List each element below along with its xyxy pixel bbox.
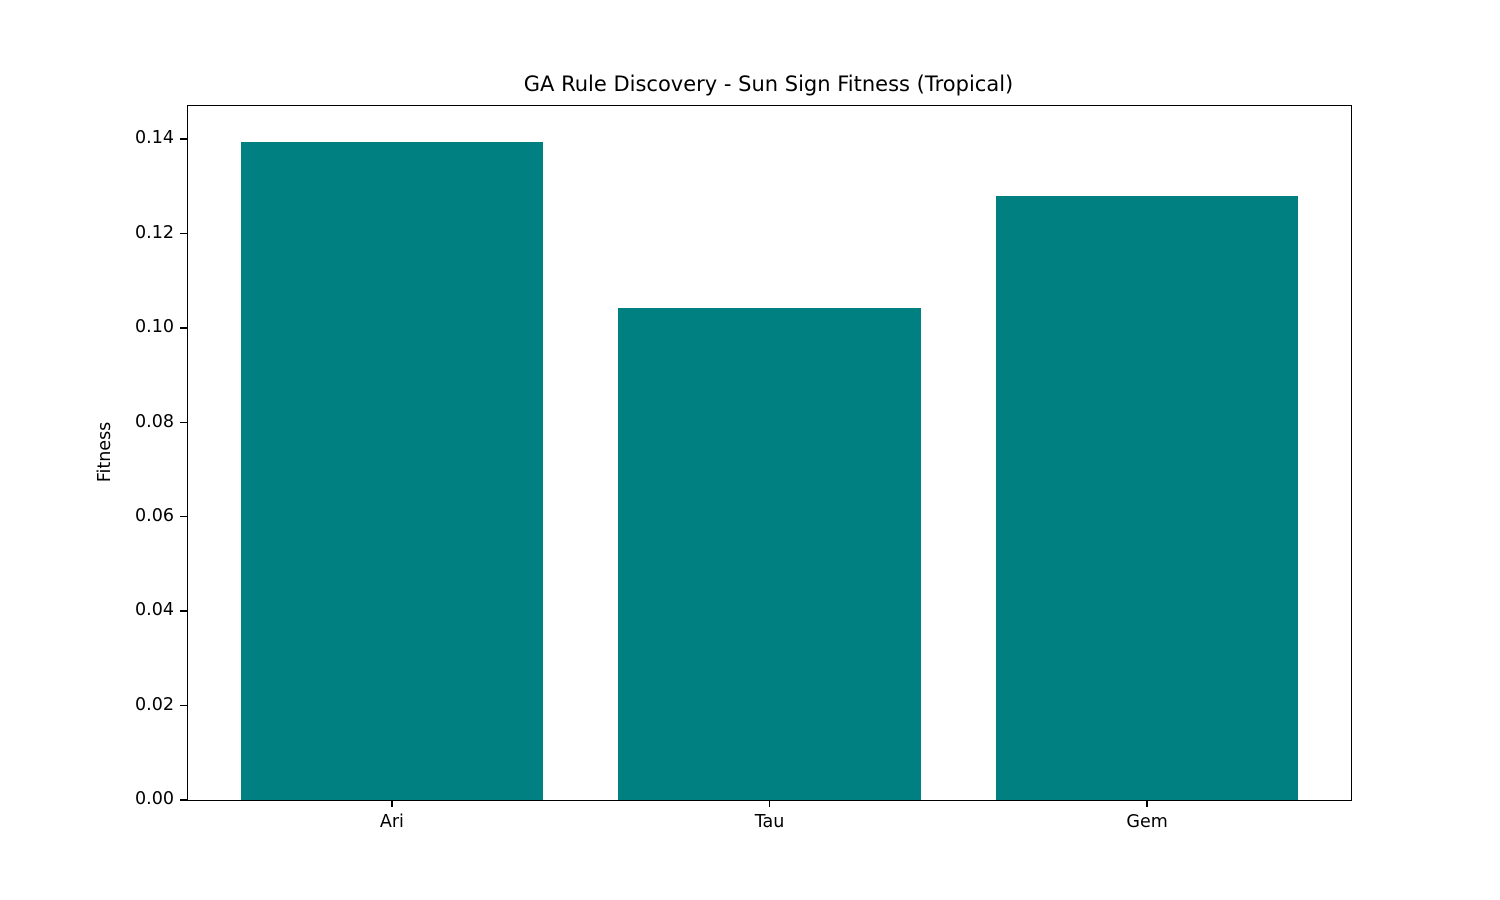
y-tick-mark xyxy=(179,138,187,140)
bar-tau xyxy=(618,307,921,800)
y-tick-mark xyxy=(179,704,187,707)
bar-gem xyxy=(996,196,1299,800)
y-tick-label: 0.02 xyxy=(135,694,174,715)
y-tick-label: 0.14 xyxy=(135,128,174,149)
y-tick-mark xyxy=(179,232,187,235)
y-tick-label: 0.10 xyxy=(135,317,174,338)
plot-area: 0.00 0.02 0.04 0.06 0.08 0.10 0.12 0.14 Ari Tau Ge… xyxy=(135,105,1352,832)
y-tick-mark xyxy=(179,610,187,612)
x-tick-mark xyxy=(768,800,771,807)
bar-ari xyxy=(240,141,543,800)
x-tick-label-gem: Gem xyxy=(1126,812,1168,832)
y-tick-mark xyxy=(179,327,187,329)
y-tick-mark xyxy=(179,799,187,801)
x-tick-label-tau: Tau xyxy=(754,812,785,832)
chart-title: GA Rule Discovery - Sun Sign Fitness (Tr… xyxy=(523,72,1014,96)
y-tick-label: 0.00 xyxy=(135,789,174,810)
x-tick-label-ari: Ari xyxy=(379,812,404,832)
y-tick-label: 0.06 xyxy=(135,505,174,526)
x-tick-mark xyxy=(1146,800,1148,807)
y-tick-label: 0.12 xyxy=(135,222,174,243)
y-tick-mark xyxy=(179,515,187,518)
y-tick-label: 0.08 xyxy=(135,411,174,432)
y-tick-mark xyxy=(179,421,187,424)
x-tick-mark xyxy=(391,800,393,807)
y-tick-label: 0.04 xyxy=(135,600,174,621)
